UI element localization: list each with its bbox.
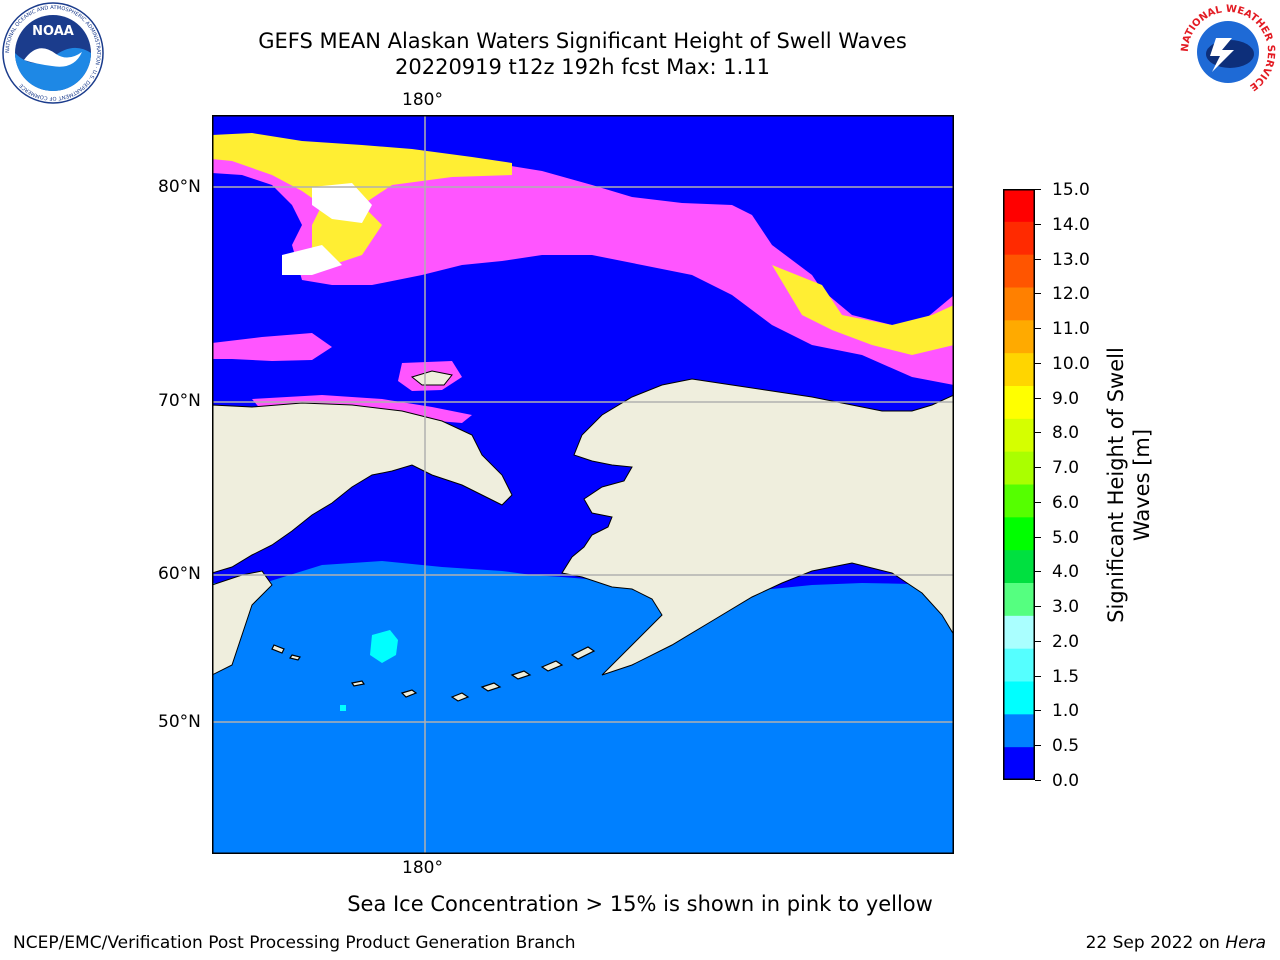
land-alaska: [561, 378, 954, 676]
colorbar-tick-mark: [1035, 571, 1041, 573]
colorbar-segment: [1003, 615, 1035, 650]
lon-label-bottom: 180°: [402, 858, 443, 878]
colorbar-tick-label: 9.0: [1052, 388, 1080, 409]
colorbar-tick-mark: [1035, 501, 1041, 503]
colorbar-tick-mark: [1035, 640, 1041, 642]
sea-ice-yellow-east: [772, 265, 954, 355]
colorbar-segment: [1003, 517, 1035, 551]
colorbar-segment: [1003, 648, 1035, 682]
colorbar-tick-mark: [1035, 710, 1041, 712]
chart-title: GEFS MEAN Alaskan Waters Significant Hei…: [258, 29, 907, 53]
colorbar-frame: [1003, 189, 1035, 780]
colorbar-segment: [1003, 320, 1035, 354]
colorbar-label: Significant Height of Swell Waves [m]: [1103, 290, 1159, 680]
colorbar-segment: [1003, 418, 1035, 453]
colorbar-tick-mark: [1035, 258, 1041, 260]
colorbar-tick-label: 13.0: [1052, 249, 1090, 270]
lat-label-50: 50°N: [158, 712, 201, 732]
colorbar-tick-label: 8.0: [1052, 423, 1080, 444]
colorbar-tick-mark: [1035, 675, 1041, 677]
chart-subtitle: 20220919 t12z 192h fcst Max: 1.11: [395, 55, 770, 79]
colorbar-segment: [1003, 254, 1035, 288]
colorbar-tick-label: 2.0: [1052, 631, 1080, 652]
noaa-logo: NOAA NATIONAL OCEANIC AND ATMOSPHERIC AD…: [2, 2, 104, 104]
colorbar-segment: [1003, 550, 1035, 584]
ocean-mid-area: [212, 561, 954, 854]
colorbar-tick-label: 6.0: [1052, 492, 1080, 513]
land-siberia-south: [212, 570, 273, 676]
colorbar-tick-mark: [1035, 606, 1041, 608]
colorbar-tick-mark: [1035, 745, 1041, 747]
colorbar-tick-mark: [1035, 397, 1041, 399]
colorbar-tick-mark: [1035, 328, 1041, 330]
colorbar-tick-label: 0.5: [1052, 736, 1080, 757]
sea-ice-west-patch: [212, 333, 332, 361]
map-frame: [212, 115, 954, 854]
colorbar-segment: [1003, 386, 1035, 420]
colorbar-segment: [1003, 747, 1035, 780]
colorbar-tick-label: 4.0: [1052, 562, 1080, 583]
map-panel: [212, 115, 954, 854]
lat-label-60: 60°N: [158, 564, 201, 584]
colorbar-label-line2: Waves [m]: [1130, 428, 1154, 542]
colorbar-segment: [1003, 353, 1035, 387]
colorbar-label-line1: Significant Height of Swell: [1104, 347, 1128, 623]
colorbar-tick-label: 5.0: [1052, 527, 1080, 548]
colorbar-segment: [1003, 189, 1035, 223]
colorbar-segment: [1003, 451, 1035, 485]
colorbar-segment: [1003, 714, 1035, 748]
colorbar-tick-mark: [1035, 189, 1041, 190]
colorbar-segment: [1003, 583, 1035, 617]
colorbar-tick-mark: [1035, 467, 1041, 469]
colorbar-tick-label: 0.0: [1052, 771, 1080, 791]
colorbar-tick-label: 10.0: [1052, 353, 1090, 374]
aleutian-islands: [271, 644, 596, 702]
lat-label-70: 70°N: [158, 391, 201, 411]
colorbar-segment: [1003, 484, 1035, 518]
colorbar-ticks: 15.0 14.0 13.0 12.0 11.0 10.0 9.0 8.0 7.0 6.0 5.0 4…: [1035, 180, 1095, 791]
colorbar-tick-mark: [1035, 223, 1041, 225]
colorbar-segment: [1003, 287, 1035, 321]
nws-logo: NATIONAL WEATHER SERVICE: [1180, 4, 1276, 100]
sea-ice-note: Sea Ice Concentration > 15% is shown in …: [347, 892, 933, 916]
noaa-logo-text: NOAA: [32, 24, 74, 39]
colorbar-tick-label: 15.0: [1052, 180, 1090, 200]
graticule: [212, 115, 954, 854]
colorbar-tick-mark: [1035, 362, 1041, 364]
colorbar-tick-label: 14.0: [1052, 214, 1090, 235]
colorbar-tick-mark: [1035, 536, 1041, 538]
colorbar-segment: [1003, 681, 1035, 715]
colorbar-tick-label: 7.0: [1052, 458, 1080, 479]
colorbar-tick-label: 1.5: [1052, 666, 1080, 687]
colorbar-tick-label: 12.0: [1052, 284, 1090, 305]
colorbar-tick-label: 11.0: [1052, 319, 1090, 340]
ice-free-white: [282, 183, 372, 275]
footer-credit: NCEP/EMC/Verification Post Processing Pr…: [13, 933, 576, 953]
sea-ice-area: [212, 143, 954, 385]
footer-date: 22 Sep 2022 on Hera: [1085, 933, 1266, 953]
colorbar: [1003, 189, 1035, 780]
ocean-high-patch: [370, 630, 398, 663]
lon-label-top: 180°: [402, 90, 443, 110]
land-wrangel-island: [410, 370, 453, 386]
land-siberia: [212, 402, 513, 574]
ocean-high-spot: [340, 705, 346, 711]
colorbar-segment: [1003, 221, 1035, 256]
colorbar-tick-mark: [1035, 432, 1041, 434]
colorbar-tick-mark: [1035, 293, 1041, 295]
colorbar-tick-label: 3.0: [1052, 597, 1080, 618]
colorbar-tick-mark: [1035, 780, 1041, 781]
footer-host: Hera: [1225, 933, 1266, 953]
lat-label-80: 80°N: [158, 177, 201, 197]
colorbar-tick-label: 1.0: [1052, 701, 1080, 722]
